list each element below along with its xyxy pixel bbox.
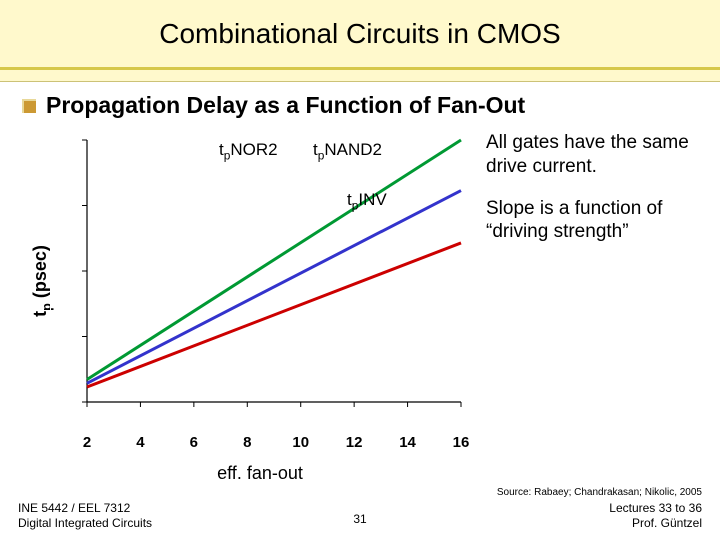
x-tick: 12 xyxy=(346,434,363,451)
x-tick: 10 xyxy=(292,434,309,451)
x-tick: 8 xyxy=(243,434,251,451)
footer-right-line1: Lectures 33 to 36 xyxy=(609,501,702,517)
x-axis-label: eff. fan-out xyxy=(50,463,470,484)
content-area: tp (psec) 246810121416 tpNOR2tpNAND2tpIN… xyxy=(0,125,720,484)
x-tick: 6 xyxy=(190,434,198,451)
footer-left-line2: Digital Integrated Circuits xyxy=(18,516,152,532)
footer-right: Lectures 33 to 36 Prof. Güntzel xyxy=(609,501,702,532)
chart-svg xyxy=(51,132,471,432)
side-paragraph-1: All gates have the same drive current. xyxy=(486,131,700,179)
series-label-tpNAND2: tpNAND2 xyxy=(313,140,382,162)
series-label-tpNOR2: tpNOR2 xyxy=(219,140,278,162)
page-title: Combinational Circuits in CMOS xyxy=(159,18,560,50)
subtitle: Propagation Delay as a Function of Fan-O… xyxy=(46,92,525,119)
footer-left-line1: INE 5442 / EEL 7312 xyxy=(18,501,152,517)
side-text: All gates have the same drive current. S… xyxy=(470,131,700,484)
subtitle-row: Propagation Delay as a Function of Fan-O… xyxy=(0,82,720,125)
chart: 246810121416 tpNOR2tpNAND2tpINV xyxy=(50,131,470,431)
side-paragraph-2: Slope is a function of “driving strength… xyxy=(486,197,700,245)
x-tick: 14 xyxy=(399,434,416,451)
x-tick: 4 xyxy=(136,434,144,451)
footer-page: 31 xyxy=(353,512,366,528)
x-tick: 2 xyxy=(83,434,91,451)
x-ticks: 2 4 6 8 10 12 14 16 xyxy=(51,434,469,454)
sub-band xyxy=(0,70,720,82)
source-line: Source: Rabaey; Chandrakasan; Nikolic, 2… xyxy=(497,487,702,498)
series-label-tpINV: tpINV xyxy=(347,190,387,212)
footer-right-line2: Prof. Güntzel xyxy=(609,516,702,532)
x-tick: 16 xyxy=(453,434,470,451)
header-band: Combinational Circuits in CMOS xyxy=(0,0,720,70)
bullet-icon xyxy=(22,99,36,113)
footer-left: INE 5442 / EEL 7312 Digital Integrated C… xyxy=(18,501,152,532)
footer: INE 5442 / EEL 7312 Digital Integrated C… xyxy=(0,501,720,532)
